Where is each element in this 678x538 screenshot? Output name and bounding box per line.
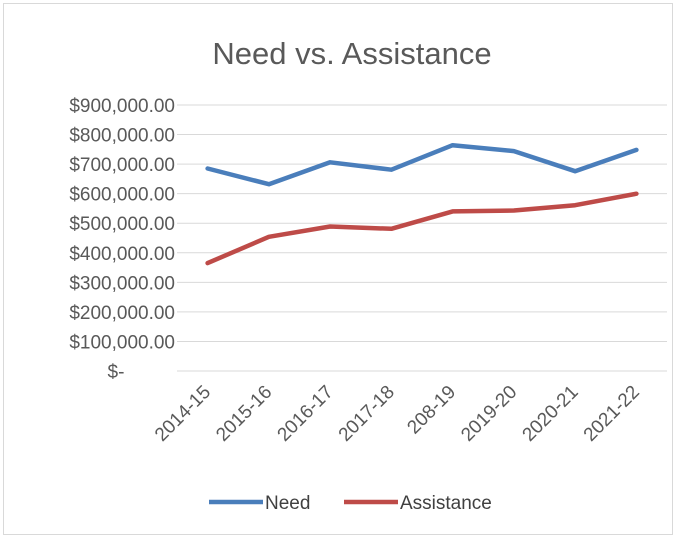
y-tick-label: $200,000.00 [69, 303, 175, 324]
x-tick-label: 2016-17 [274, 382, 338, 446]
y-tick-label: $800,000.00 [69, 126, 175, 147]
x-tick-label: 2015-16 [212, 382, 276, 446]
series-line-need [205, 142, 639, 187]
y-tick-label: $400,000.00 [69, 244, 175, 265]
x-tick-label: 2019-20 [457, 382, 521, 446]
y-tick-label: $- [108, 362, 125, 383]
gridlines [177, 104, 667, 372]
y-tick-label: $600,000.00 [69, 185, 175, 206]
x-tick-label: 208-19 [403, 382, 460, 439]
series-lines [205, 142, 639, 266]
y-tick-label: $700,000.00 [69, 155, 175, 176]
y-tick-label: $500,000.00 [69, 214, 175, 235]
y-axis-ticks: $900,000.00 $800,000.00 $700,000.00 $600,00… [69, 96, 175, 383]
x-tick-label: 2017-18 [335, 382, 399, 446]
x-tick-label: 2020-21 [519, 382, 583, 446]
y-tick-label: $900,000.00 [69, 96, 175, 117]
chart-title: Need vs. Assistance [212, 36, 491, 71]
legend: Need Assistance [209, 493, 492, 514]
legend-label: Need [265, 493, 310, 514]
y-tick-label: $300,000.00 [69, 273, 175, 294]
legend-label: Assistance [400, 493, 492, 514]
chart-frame [3, 3, 673, 535]
y-tick-label: $100,000.00 [69, 332, 175, 353]
x-tick-label: 2021-22 [580, 382, 644, 446]
x-tick-label: 2014-15 [151, 382, 215, 446]
series-line-assistance [205, 191, 639, 266]
